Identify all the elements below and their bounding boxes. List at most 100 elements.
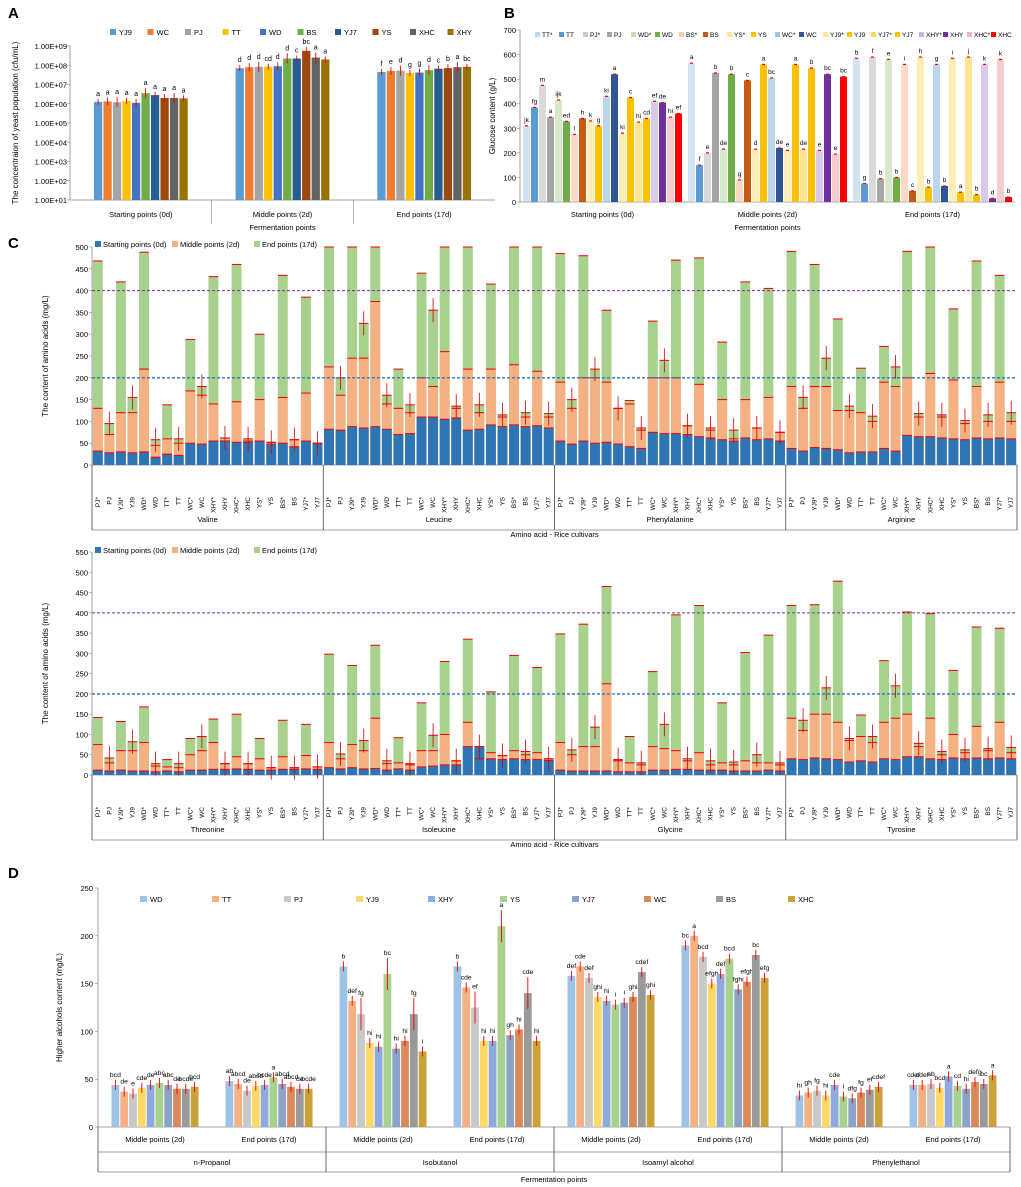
bar [736, 179, 743, 202]
stacked-bar-end [740, 652, 751, 775]
stacked-bar-middle [994, 382, 1005, 465]
bar [179, 98, 188, 200]
cultivar-tick-label: WC [893, 807, 900, 818]
significance-letter: cd [643, 109, 650, 116]
stacked-bar-start [254, 441, 265, 465]
significance-letter: i [904, 55, 905, 62]
cultivar-tick-label: TT [407, 807, 414, 815]
stacked-bar-start [959, 439, 970, 465]
significance-letter: a [125, 90, 129, 97]
bar [989, 198, 996, 202]
cultivar-tick-label: BS [291, 806, 298, 815]
legend-label: WC [806, 32, 817, 39]
significance-letter: bc [768, 69, 776, 76]
significance-letter: a [455, 54, 459, 61]
stacked-bar-start [231, 442, 242, 465]
stacked-bar-start [416, 766, 427, 775]
significance-letter: hi [534, 1028, 540, 1035]
significance-letter: bc [384, 950, 392, 957]
bar [169, 97, 179, 200]
bar [160, 97, 169, 200]
legend-label: YJ9* [830, 32, 844, 39]
cultivar-tick-label: TT [869, 807, 876, 815]
amino-acid-group-label: Tyrosine [887, 825, 915, 834]
significance-letter: b [342, 953, 346, 960]
cultivar-tick-label: TT* [858, 807, 865, 818]
stacked-bar-middle [624, 403, 635, 465]
y-tick-label: 100 [503, 173, 516, 182]
stacked-bar-end [786, 605, 797, 775]
cultivar-tick-label: XHY* [210, 807, 217, 823]
bar [941, 186, 948, 202]
significance-letter: cde [136, 1075, 147, 1082]
stacked-bar-end [139, 252, 150, 465]
stacked-bar-start [913, 436, 924, 465]
bar [751, 954, 760, 1127]
significance-letter: a [500, 902, 504, 909]
stacked-bar-middle [555, 382, 566, 465]
cultivar-tick-label: WD* [604, 497, 611, 511]
x-axis-label: Amino acid - Rice cultivars [510, 530, 599, 539]
significance-letter: d [238, 57, 242, 64]
significance-letter: cdef [907, 1072, 920, 1079]
significance-letter: c [911, 182, 915, 189]
legend-label: WD [269, 28, 282, 37]
amino-acid-group-label: Arginine [888, 515, 916, 524]
stacked-bar-end [578, 624, 589, 775]
bar [979, 1083, 988, 1127]
legend-label: WD [662, 32, 673, 39]
significance-letter: d [398, 58, 402, 65]
stacked-bar-start [867, 762, 878, 775]
legend-swatch [372, 29, 379, 35]
stacked-bar-middle [589, 746, 600, 775]
stacked-bar-start [335, 768, 346, 775]
x-category-label: Starting points (0d) [571, 210, 635, 219]
stacked-bar-start [589, 443, 600, 465]
cultivar-tick-label: XHC* [465, 497, 472, 514]
bar [953, 1085, 962, 1127]
legend-label: YS [758, 32, 767, 39]
significance-letter: g [597, 117, 601, 124]
bar [696, 165, 703, 202]
y-tick-label: 200 [503, 149, 516, 158]
y-tick-label: 1.00E+08 [35, 61, 67, 70]
bar [690, 935, 699, 1127]
amino-acid-group-label: Leucine [426, 515, 452, 524]
significance-letter: bcd [698, 944, 709, 951]
bar [235, 68, 244, 200]
cultivar-tick-label: WC* [187, 807, 194, 821]
cultivar-tick-label: BS* [974, 497, 981, 509]
cultivar-tick-label: PJ [800, 497, 807, 505]
bar [155, 1083, 164, 1127]
stacked-bar-start [809, 757, 820, 775]
stacked-bar-middle [902, 714, 913, 775]
bar [635, 122, 642, 202]
y-tick-label: 0 [89, 1123, 93, 1132]
y-tick-label: 300 [503, 124, 516, 133]
stacked-bar-end [925, 247, 936, 465]
stacked-bar-start [670, 433, 681, 465]
significance-letter: fghi [733, 976, 744, 983]
cultivar-tick-label: TT [638, 497, 645, 505]
significance-letter: hi [394, 1036, 400, 1043]
y-tick-label: 0 [84, 461, 88, 470]
stacked-bar-middle [971, 726, 982, 775]
stacked-bar-start [751, 770, 762, 775]
stacked-bar-middle [555, 742, 566, 775]
significance-letter: cd [954, 1073, 961, 1080]
bar [409, 1014, 418, 1127]
cultivar-tick-label: BS* [511, 807, 518, 819]
significance-letter: ef [472, 984, 478, 991]
stacked-bar-start [821, 758, 832, 775]
cultivar-tick-label: PJ* [95, 807, 102, 818]
bar [254, 66, 263, 200]
stacked-bar-middle [139, 369, 150, 465]
significance-letter: de [147, 1072, 155, 1079]
legend-swatch [559, 32, 564, 37]
cultivar-tick-label: YJ9* [118, 497, 125, 511]
cultivar-tick-label: XHC [708, 497, 715, 511]
x-axis-label: Fermentation points [734, 223, 801, 232]
significance-letter: a [794, 55, 798, 62]
stacked-bar-middle [509, 364, 520, 465]
stacked-bar-middle [127, 750, 138, 775]
